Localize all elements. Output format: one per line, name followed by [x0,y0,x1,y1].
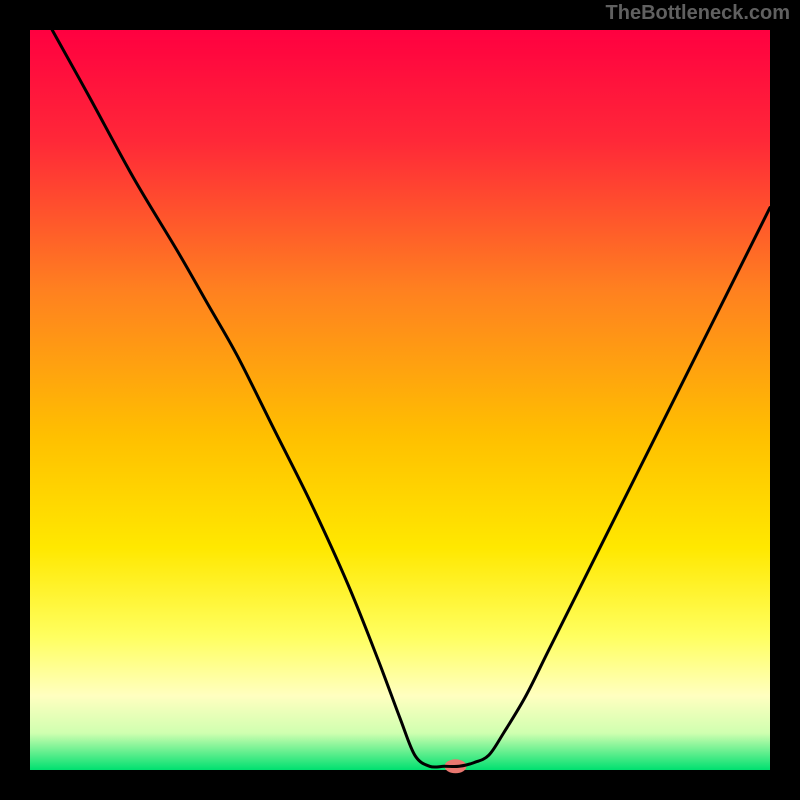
chart-svg [0,0,800,800]
chart-background [30,30,770,770]
watermark-text: TheBottleneck.com [606,2,790,25]
bottleneck-chart: TheBottleneck.com [0,0,800,800]
